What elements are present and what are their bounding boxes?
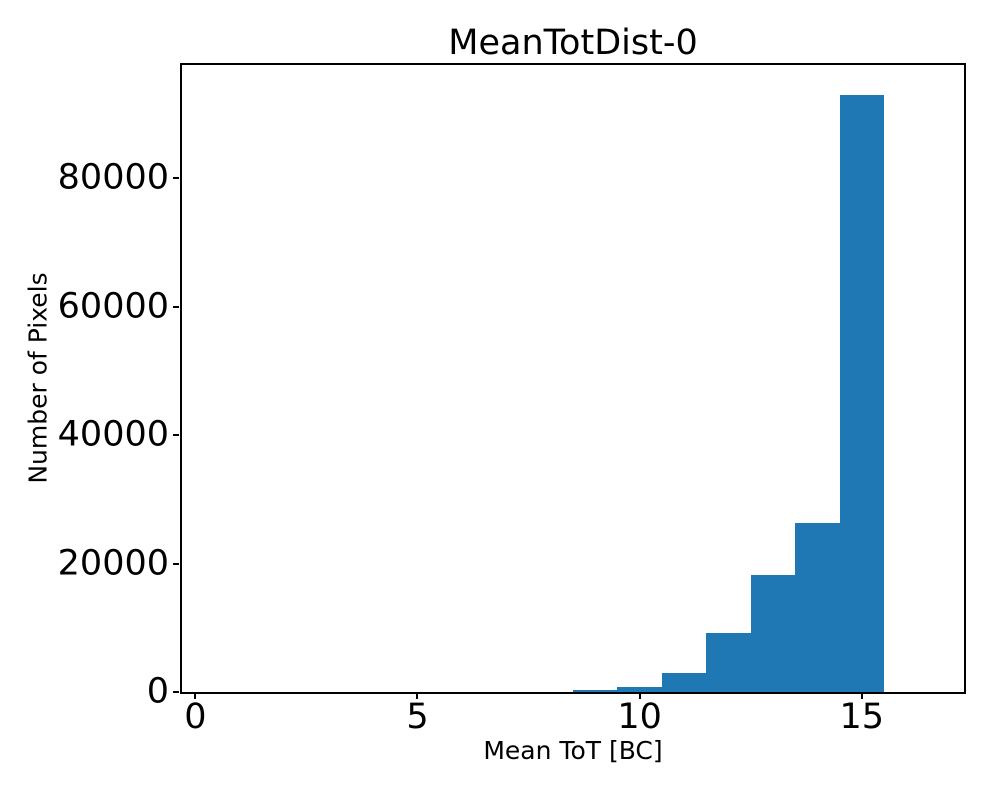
x-tick-mark xyxy=(860,693,863,699)
y-tick-label: 20000 xyxy=(57,543,169,584)
histogram-bar xyxy=(573,690,618,692)
y-tick-label: 80000 xyxy=(57,157,169,198)
x-axis-label: Mean ToT [BC] xyxy=(483,736,663,765)
y-tick-mark xyxy=(173,562,179,565)
x-tick-mark xyxy=(416,693,419,699)
histogram-bar xyxy=(839,94,884,692)
x-tick-label: 0 xyxy=(184,697,207,737)
top-spine xyxy=(180,63,966,65)
y-tick-mark xyxy=(173,305,179,308)
y-axis-label: Number of Pixels xyxy=(23,272,53,484)
histogram-bar xyxy=(706,632,751,692)
y-tick-mark xyxy=(173,691,179,693)
plot-area: 0 5 10 15 0 20000 40000 60000 80000 xyxy=(58,63,966,735)
x-tick-label: 15 xyxy=(839,697,885,737)
bottom-spine xyxy=(180,692,966,694)
histogram-bar xyxy=(750,575,796,692)
x-tick-mark xyxy=(638,693,641,699)
left-spine xyxy=(180,63,182,694)
y-tick-label: 40000 xyxy=(57,414,169,455)
right-spine xyxy=(964,63,966,694)
y-tick-mark xyxy=(173,434,179,437)
histogram-bar xyxy=(661,672,707,692)
x-tick-label: 5 xyxy=(406,697,429,737)
chart-title: MeanTotDist-0 xyxy=(448,23,698,63)
x-tick-mark xyxy=(194,693,197,699)
histogram-bar xyxy=(795,523,840,692)
x-tick-label: 10 xyxy=(617,697,662,737)
y-tick-label: 60000 xyxy=(57,286,169,327)
y-tick-mark xyxy=(173,177,179,180)
histogram-bar xyxy=(617,687,662,692)
y-tick-label: 0 xyxy=(146,671,169,712)
